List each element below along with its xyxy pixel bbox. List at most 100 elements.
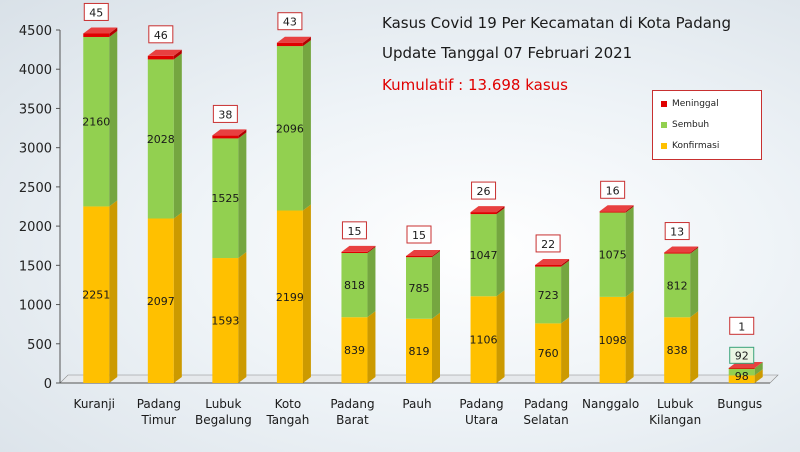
data-label-meninggal: 16 [606,184,620,197]
bar-meninggal-side [754,362,763,369]
data-label-meninggal: 22 [541,238,555,251]
bar-top-cap [599,205,634,212]
bar-sembuh [470,214,497,297]
y-tick-label: 1500 [19,259,52,274]
bar-sembuh-side [302,40,311,211]
legend-item-konfirmasi: Konfirmasi [661,141,719,151]
bar-konfirmasi [599,296,626,383]
y-tick-label: 4500 [19,24,52,39]
y-tick-label: 500 [27,338,52,353]
bar-konfirmasi [147,218,174,383]
bar-meninggal [147,55,174,60]
bar-top-cap [470,206,505,213]
data-label-sembuh: 1047 [470,249,498,262]
x-tick-label: Nanggalo [582,397,639,411]
y-tick-label: 2000 [19,220,52,235]
x-tick-label: Padang [524,397,568,411]
data-label-box-meninggal [664,222,690,241]
y-tick-label: 2500 [19,181,52,196]
data-label-sembuh: 785 [409,282,430,295]
bar-meninggal-side [690,246,699,254]
bar-meninggal-side [432,249,440,258]
y-tick-label: 3500 [19,102,52,117]
bar-konfirmasi-side [625,290,634,383]
legend-item-meninggal: Meninggal [661,99,719,109]
bar-sembuh-side [561,260,570,324]
bar-meninggal-side [173,49,182,60]
data-label-sembuh: 1075 [599,249,627,262]
x-tick-label: Utara [465,413,498,427]
y-tick-label: 1000 [19,299,52,314]
bar-konfirmasi-side [109,200,118,383]
x-tick-label: Padang [330,397,374,411]
legend-swatch-meninggal [661,100,667,107]
y-tick-label: 0 [44,377,52,392]
legend-swatch-konfirmasi [661,142,667,149]
bar-konfirmasi-side [238,252,247,383]
bar-meninggal-side [625,205,634,213]
data-label-konfirmasi: 1593 [211,315,239,328]
x-tick-label: Pauh [402,397,431,411]
bar-konfirmasi-side [561,317,570,383]
bar-konfirmasi [341,317,368,383]
data-label-konfirmasi: 819 [409,345,430,358]
data-label-sembuh: 818 [344,279,365,292]
data-label-box-meninggal [83,2,109,21]
x-tick-label: Timur [141,413,177,427]
data-label-box-meninggal [148,25,174,44]
data-label-meninggal: 43 [283,16,297,29]
data-label-meninggal: 46 [154,29,168,42]
bar-sembuh [406,257,432,319]
bar-sembuh-side [432,251,440,319]
chart-title: Kasus Covid 19 Per Kecamatan di Kota Pad… [382,14,731,32]
bar-meninggal-side [496,206,505,215]
bar-top-cap [341,245,376,252]
bar-meninggal-side [561,258,570,267]
data-label-sembuh: 1525 [211,192,239,205]
bar-meninggal [83,33,110,37]
bar-sembuh [599,212,626,297]
x-tick-label: Koto [275,397,302,411]
bar-konfirmasi [728,375,755,383]
legend-label-sembuh: Sembuh [672,120,710,130]
bar-sembuh-side [173,53,182,219]
data-label-meninggal: 26 [477,185,491,198]
bar-konfirmasi [83,206,110,383]
data-label-box-sembuh [729,346,755,364]
bar-meninggal [341,251,368,254]
x-tick-label: Selatan [523,413,568,427]
bar-konfirmasi-side [173,212,182,383]
data-label-sembuh: 92 [735,349,749,362]
x-tick-label: Lubuk [205,397,241,411]
data-label-konfirmasi: 2251 [82,289,110,302]
legend-swatch-sembuh [661,121,667,128]
bar-sembuh [535,266,562,324]
data-label-sembuh: 812 [667,279,688,292]
data-label-konfirmasi: 2097 [147,295,175,308]
x-tick-label: Kilangan [649,413,701,427]
bar-konfirmasi-side [432,312,440,383]
legend-item-sembuh: Sembuh [661,120,709,130]
bar-sembuh [728,368,755,376]
x-tick-label: Lubuk [657,397,693,411]
bar-top-cap [147,49,182,56]
data-label-box-meninggal [277,12,303,31]
bar-konfirmasi [406,318,432,383]
data-label-meninggal: 15 [412,229,426,242]
bar-top-cap [83,27,118,34]
data-label-meninggal: 15 [347,225,361,238]
bar-sembuh-side [625,206,634,297]
data-label-box-meninggal [600,180,626,199]
bar-meninggal-side [302,36,311,47]
bar-konfirmasi-side [690,311,699,383]
data-label-konfirmasi: 839 [344,344,365,357]
bar-sembuh [664,253,691,318]
bar-meninggal [470,212,497,215]
bar-meninggal [599,211,626,213]
bar-top-cap [212,129,247,136]
bar-sembuh-side [754,362,763,376]
bar-meninggal [664,252,691,254]
x-tick-label: Kuranji [74,397,115,411]
bar-meninggal-side [367,245,376,254]
bar-sembuh-side [367,247,376,318]
